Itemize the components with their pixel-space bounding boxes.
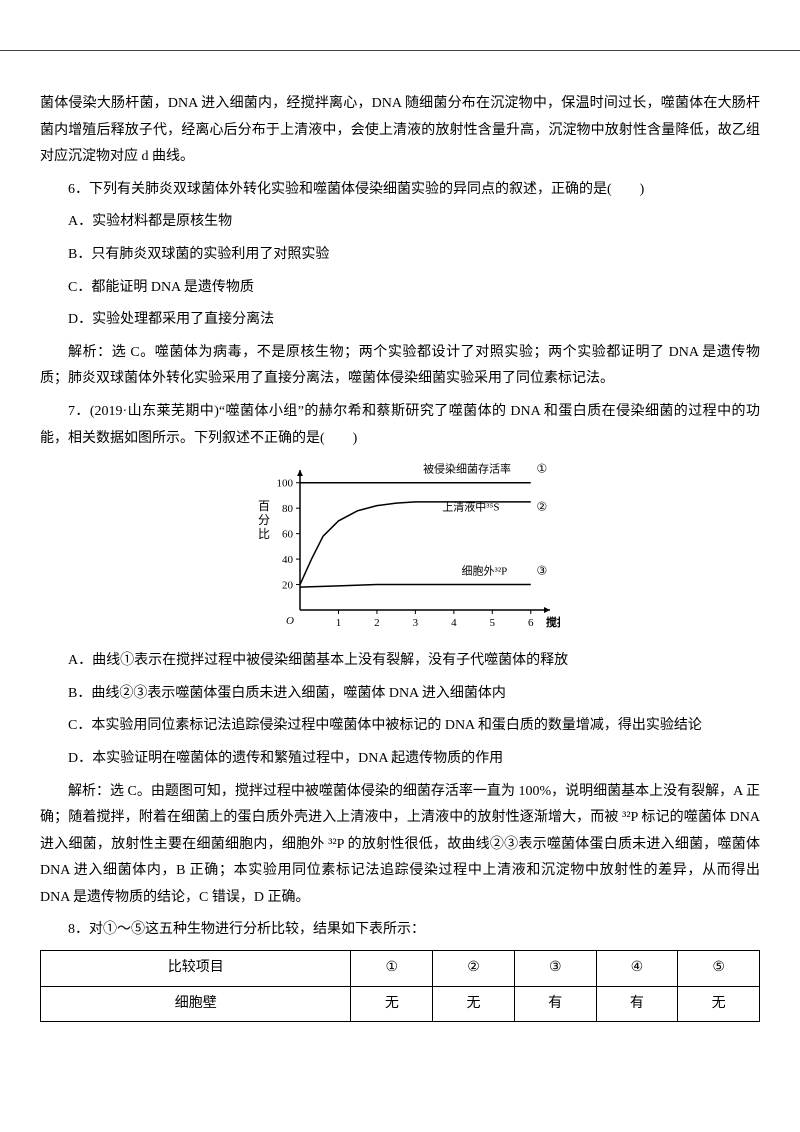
q6-option-b: B．只有肺炎双球菌的实验利用了对照实验 xyxy=(40,242,760,269)
q6-stem: 6．下列有关肺炎双球菌体外转化实验和噬菌体侵染细菌实验的异同点的叙述，正确的是(… xyxy=(40,177,760,204)
q7-option-a: A．曲线①表示在搅拌过程中被侵染细菌基本上没有裂解，没有子代噬菌体的释放 xyxy=(40,648,760,675)
svg-text:1: 1 xyxy=(336,617,342,629)
table-row: 细胞壁 无 无 有 有 无 xyxy=(41,986,760,1022)
q8-table: 比较项目 ① ② ③ ④ ⑤ 细胞壁 无 无 有 有 无 xyxy=(40,950,760,1022)
svg-text:③: ③ xyxy=(537,563,548,577)
th: ② xyxy=(433,951,515,987)
q8-stem: 8．对①～⑤这五种生物进行分析比较，结果如下表所示： xyxy=(40,917,760,944)
td: 无 xyxy=(678,986,760,1022)
q7-answer: 解析：选 C。由题图可知，搅拌过程中被噬菌体侵染的细菌存活率一直为 100%，说… xyxy=(40,779,760,912)
svg-text:O: O xyxy=(286,615,294,627)
page: 菌体侵染大肠杆菌，DNA 进入细菌内，经搅拌离心，DNA 随细菌分布在沉淀物中，… xyxy=(0,50,800,1052)
td: 有 xyxy=(596,986,678,1022)
svg-text:3: 3 xyxy=(413,617,419,629)
q7-option-b: B．曲线②③表示噬菌体蛋白质未进入细菌，噬菌体 DNA 进入细菌体内 xyxy=(40,681,760,708)
q6-answer: 解析：选 C。噬菌体为病毒，不是原核生物；两个实验都设计了对照实验；两个实验都证… xyxy=(40,340,760,393)
svg-text:上清液中³⁵S: 上清液中³⁵S xyxy=(442,500,499,514)
th: ④ xyxy=(596,951,678,987)
svg-text:6: 6 xyxy=(528,617,534,629)
svg-text:②: ② xyxy=(537,500,548,514)
q7-option-d: D．本实验证明在噬菌体的遗传和繁殖过程中，DNA 起遗传物质的作用 xyxy=(40,746,760,773)
svg-text:细胞外³²P: 细胞外³²P xyxy=(462,564,508,577)
svg-text:40: 40 xyxy=(282,554,294,566)
svg-text:搅拌时间: 搅拌时间 xyxy=(546,615,560,629)
q7-stem: 7．(2019·山东莱芜期中)“噬菌体小组”的赫尔希和蔡斯研究了噬菌体的 DNA… xyxy=(40,399,760,452)
svg-text:20: 20 xyxy=(282,580,294,592)
q7-option-c: C．本实验用同位素标记法追踪侵染过程中噬菌体中被标记的 DNA 和蛋白质的数量增… xyxy=(40,713,760,740)
th: 比较项目 xyxy=(41,951,351,987)
td: 细胞壁 xyxy=(41,986,351,1022)
svg-text:60: 60 xyxy=(282,529,294,541)
svg-text:100: 100 xyxy=(277,478,294,490)
svg-text:2: 2 xyxy=(374,617,380,629)
q6-option-c: C．都能证明 DNA 是遗传物质 xyxy=(40,275,760,302)
table-header-row: 比较项目 ① ② ③ ④ ⑤ xyxy=(41,951,760,987)
svg-text:5: 5 xyxy=(490,617,496,629)
svg-text:比: 比 xyxy=(258,527,270,541)
th: ③ xyxy=(514,951,596,987)
svg-text:百: 百 xyxy=(258,499,270,513)
td: 无 xyxy=(433,986,515,1022)
svg-text:被侵染细菌存活率: 被侵染细菌存活率 xyxy=(423,462,511,476)
svg-text:①: ① xyxy=(537,462,548,476)
q7-chart: 20 40 60 80 100 1 2 3 4 5 6 O 百分比搅拌时间 被侵染细菌存活率 ① 上清液中³⁵… xyxy=(40,460,760,640)
th: ⑤ xyxy=(678,951,760,987)
svg-text:分: 分 xyxy=(258,513,270,527)
q6-option-a: A．实验材料都是原核生物 xyxy=(40,209,760,236)
chart-svg: 20 40 60 80 100 1 2 3 4 5 6 O 百分比搅拌时间 被侵染细菌存活率 ① 上清液中³⁵… xyxy=(240,460,560,640)
th: ① xyxy=(351,951,433,987)
svg-text:80: 80 xyxy=(282,503,294,515)
td: 无 xyxy=(351,986,433,1022)
intro-paragraph: 菌体侵染大肠杆菌，DNA 进入细菌内，经搅拌离心，DNA 随细菌分布在沉淀物中，… xyxy=(40,91,760,171)
q6-option-d: D．实验处理都采用了直接分离法 xyxy=(40,307,760,334)
svg-text:4: 4 xyxy=(451,617,457,629)
td: 有 xyxy=(514,986,596,1022)
